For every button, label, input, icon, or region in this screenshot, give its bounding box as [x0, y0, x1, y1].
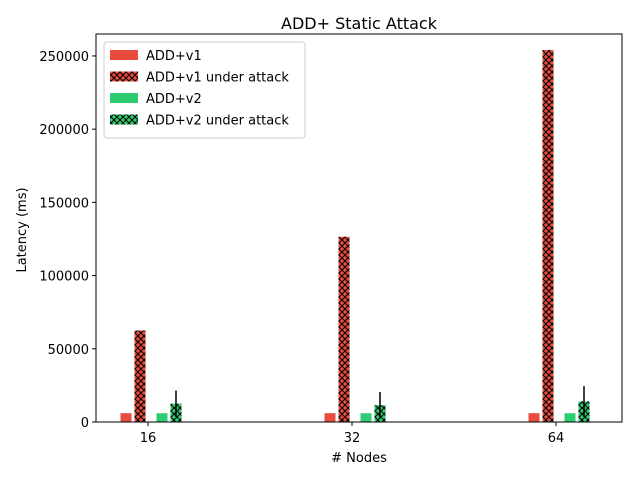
legend-swatch-hatch	[110, 114, 138, 125]
bar-add-v1-64	[528, 413, 540, 422]
legend-label: ADD+v1	[146, 49, 202, 64]
legend-swatch	[110, 50, 138, 60]
bar-hatch	[338, 236, 350, 422]
legend-label: ADD+v2	[146, 92, 202, 107]
bar-hatch	[542, 50, 554, 423]
y-tick-label: 50000	[48, 343, 89, 358]
bar-add-v2-16	[156, 413, 168, 422]
legend-label: ADD+v2 under attack	[146, 114, 289, 129]
x-tick-label: 64	[548, 431, 565, 446]
y-tick-label: 0	[81, 416, 89, 431]
legend-box	[103, 41, 306, 139]
y-tick-label: 150000	[39, 196, 89, 211]
x-tick-label: 16	[140, 431, 157, 446]
legend-label: ADD+v1 under attack	[146, 71, 289, 86]
x-axis-label: # Nodes	[331, 451, 387, 466]
bar-hatch	[134, 330, 146, 422]
legend: ADD+v1 ADD+v1 under attack ADD+v2 ADD+v2 un…	[103, 41, 306, 139]
y-tick-label: 200000	[39, 123, 89, 138]
bar-add-v1-16	[120, 413, 132, 422]
legend-swatch	[110, 93, 138, 103]
y-tick-label: 100000	[39, 270, 89, 285]
bar-add-v1-32	[324, 413, 336, 422]
chart-title: ADD+ Static Attack	[281, 14, 438, 33]
plot-frame	[95, 33, 623, 423]
legend-swatch-hatch	[110, 71, 138, 82]
x-tick-label: 32	[344, 431, 361, 446]
bar-add-v2-64	[564, 413, 576, 422]
bar-add-v2-32	[360, 413, 372, 422]
y-axis-label: Latency (ms)	[15, 187, 30, 272]
y-tick-label: 250000	[39, 50, 89, 65]
